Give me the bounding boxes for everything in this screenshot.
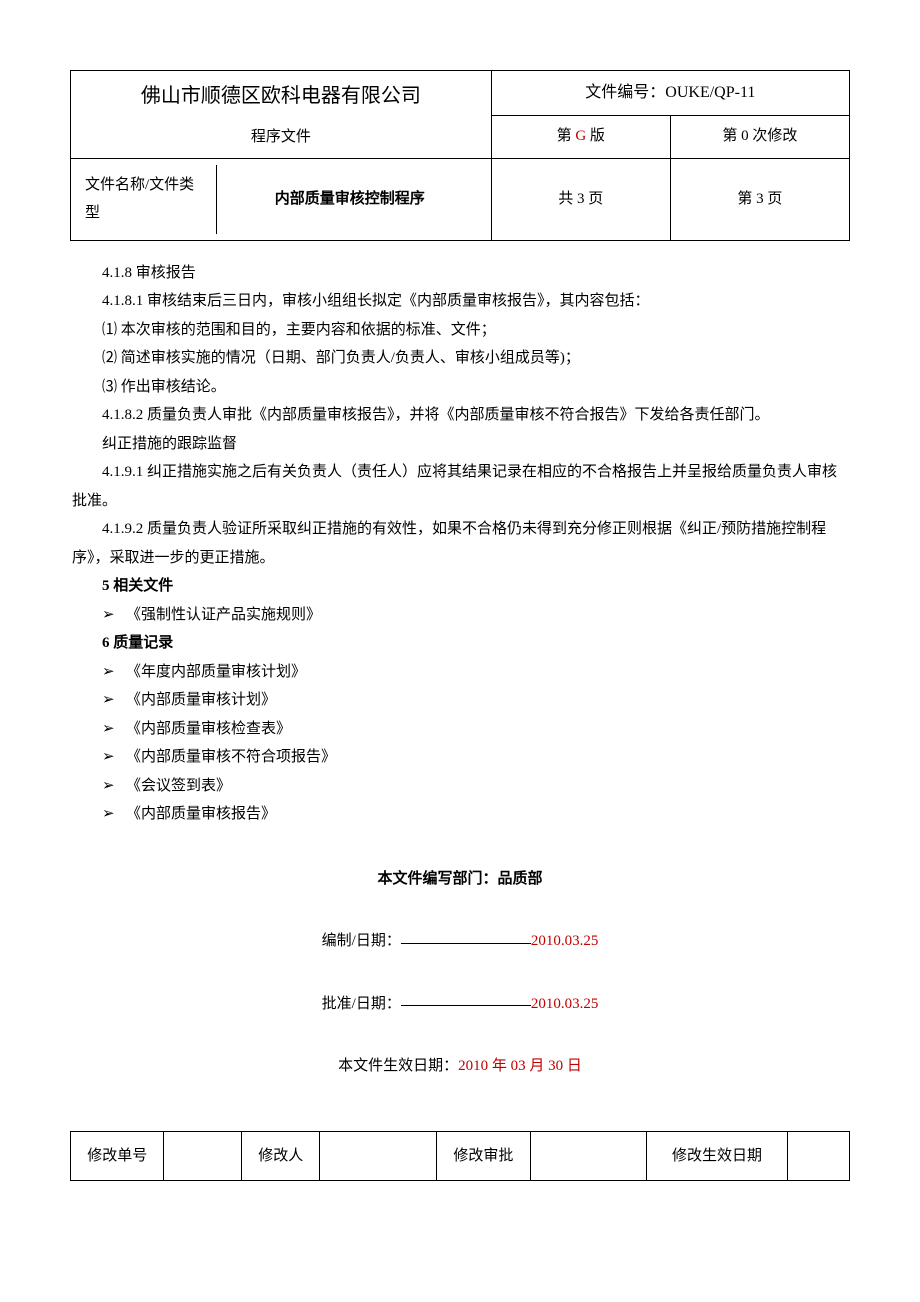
dept-line: 本文件编写部门：品质部	[72, 865, 848, 894]
name-type-row: 文件名称/文件类型 内部质量审核控制程序	[71, 158, 492, 240]
approve-underline	[401, 990, 531, 1007]
section-5-heading: 5 相关文件	[72, 572, 848, 601]
page-number: 第 3 页	[670, 158, 849, 240]
footer-col-2	[164, 1131, 242, 1181]
list-item: 《强制性认证产品实施规则》	[102, 601, 848, 630]
footer-col-4	[320, 1131, 437, 1181]
para-4-1-9-2: 4.1.9.2 质量负责人验证所采取纠正措施的有效性，如果不合格仍未得到充分修正…	[72, 515, 848, 572]
para-4-1-8-1: 4.1.8.1 审核结束后三日内，审核小组组长拟定《内部质量审核报告》，其内容包…	[72, 287, 848, 316]
name-label: 文件名称/文件类型	[79, 165, 216, 234]
section-6-list: 《年度内部质量审核计划》 《内部质量审核计划》 《内部质量审核检查表》 《内部质…	[72, 658, 848, 829]
effective-date: 2010 年 03 月 30 日	[458, 1058, 582, 1074]
revision-footer-table: 修改单号 修改人 修改审批 修改生效日期	[70, 1131, 850, 1182]
version-cell: 第 G 版	[491, 115, 670, 158]
list-item: 《内部质量审核报告》	[102, 800, 848, 829]
list-item: 《年度内部质量审核计划》	[102, 658, 848, 687]
signoff-block: 本文件编写部门：品质部 编制/日期： 2010.03.25 批准/日期： 201…	[72, 865, 848, 1081]
section-6-heading: 6 质量记录	[72, 629, 848, 658]
footer-col-1: 修改单号	[71, 1131, 164, 1181]
list-item: 《内部质量审核检查表》	[102, 715, 848, 744]
footer-col-5: 修改审批	[437, 1131, 530, 1181]
approve-row: 批准/日期： 2010.03.25	[72, 990, 848, 1019]
effective-prefix: 本文件生效日期：	[338, 1058, 458, 1074]
effective-row: 本文件生效日期：2010 年 03 月 30 日	[72, 1052, 848, 1081]
document-body: 4.1.8 审核报告 4.1.8.1 审核结束后三日内，审核小组组长拟定《内部质…	[70, 259, 850, 1081]
footer-col-6	[530, 1131, 647, 1181]
company-name-text: 佛山市顺德区欧科电器有限公司	[79, 77, 483, 115]
version-prefix: 第	[557, 128, 576, 144]
item-3: ⑶ 作出审核结论。	[72, 373, 848, 402]
version-letter: G	[575, 128, 586, 144]
item-1: ⑴ 本次审核的范围和目的，主要内容和依据的标准、文件；	[72, 316, 848, 345]
para-4-1-9-1: 4.1.9.1 纠正措施实施之后有关负责人（责任人）应将其结果记录在相应的不合格…	[72, 458, 848, 515]
section-5-list: 《强制性认证产品实施规则》	[72, 601, 848, 630]
revision-cell: 第 0 次修改	[670, 115, 849, 158]
approve-date: 2010.03.25	[531, 996, 599, 1012]
para-corrective-heading: 纠正措施的跟踪监督	[72, 430, 848, 459]
list-item: 《会议签到表》	[102, 772, 848, 801]
approve-label: 批准/日期：	[322, 996, 401, 1012]
compile-label: 编制/日期：	[322, 933, 401, 949]
doc-kind: 程序文件	[79, 123, 483, 152]
document-header-table: 佛山市顺德区欧科电器有限公司 程序文件 文件编号：OUKE/QP-11 第 G …	[70, 70, 850, 241]
footer-col-8	[787, 1131, 849, 1181]
para-4-1-8-2: 4.1.8.2 质量负责人审批《内部质量审核报告》，并将《内部质量审核不符合报告…	[72, 401, 848, 430]
version-suffix: 版	[586, 128, 605, 144]
doc-id: 文件编号：OUKE/QP-11	[491, 71, 849, 116]
item-2: ⑵ 简述审核实施的情况（日期、部门负责人/负责人、审核小组成员等)；	[72, 344, 848, 373]
compile-underline	[401, 927, 531, 944]
total-pages: 共 3 页	[491, 158, 670, 240]
footer-col-3: 修改人	[242, 1131, 320, 1181]
para-4-1-8: 4.1.8 审核报告	[72, 259, 848, 288]
compile-date: 2010.03.25	[531, 933, 599, 949]
doc-title: 内部质量审核控制程序	[216, 165, 482, 234]
list-item: 《内部质量审核不符合项报告》	[102, 743, 848, 772]
compile-row: 编制/日期： 2010.03.25	[72, 927, 848, 956]
company-name: 佛山市顺德区欧科电器有限公司 程序文件	[71, 71, 492, 159]
list-item: 《内部质量审核计划》	[102, 686, 848, 715]
footer-col-7: 修改生效日期	[647, 1131, 787, 1181]
